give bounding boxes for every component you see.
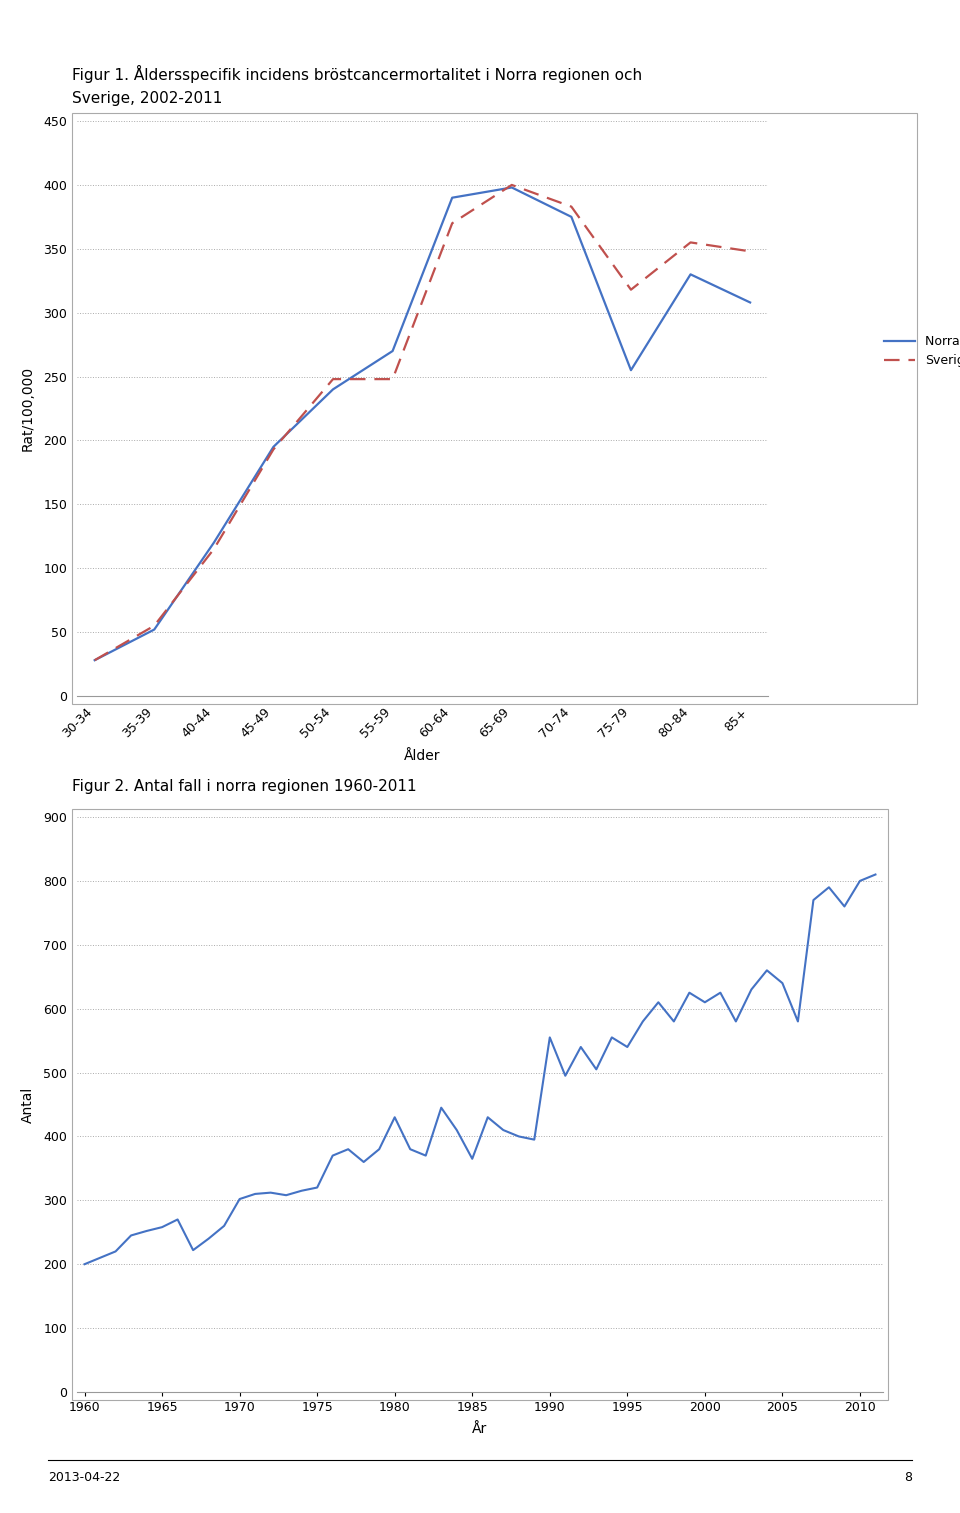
Y-axis label: Antal: Antal xyxy=(21,1086,35,1123)
Text: Figur 2. Antal fall i norra regionen 1960-2011: Figur 2. Antal fall i norra regionen 196… xyxy=(72,779,417,794)
Text: 2013-04-22: 2013-04-22 xyxy=(48,1471,120,1484)
Norra regionen xyxy=(744,294,756,312)
Sverige xyxy=(208,540,220,558)
Sverige xyxy=(625,280,636,298)
Norra regionen xyxy=(387,342,398,360)
Sverige xyxy=(89,651,101,669)
Sverige xyxy=(268,440,279,458)
Sverige xyxy=(565,198,577,216)
Text: Sverige, 2002-2011: Sverige, 2002-2011 xyxy=(72,91,223,106)
Norra regionen xyxy=(149,620,160,638)
Norra regionen xyxy=(89,651,101,669)
X-axis label: Ålder: Ålder xyxy=(404,749,441,763)
Sverige xyxy=(506,176,517,194)
Text: 8: 8 xyxy=(904,1471,912,1484)
Y-axis label: Rat/100,000: Rat/100,000 xyxy=(21,366,35,451)
Norra regionen xyxy=(684,265,696,283)
Sverige xyxy=(327,371,339,389)
Line: Norra regionen: Norra regionen xyxy=(95,188,750,660)
Sverige xyxy=(387,371,398,389)
Legend: Norra regionen, Sverige: Norra regionen, Sverige xyxy=(879,330,960,372)
Norra regionen xyxy=(506,179,517,197)
Line: Sverige: Sverige xyxy=(95,185,750,660)
X-axis label: År: År xyxy=(472,1422,488,1436)
Norra regionen xyxy=(625,362,636,380)
Norra regionen xyxy=(565,207,577,225)
Sverige xyxy=(149,617,160,635)
Norra regionen xyxy=(268,437,279,455)
Sverige xyxy=(446,215,458,233)
Norra regionen xyxy=(327,380,339,398)
Sverige xyxy=(744,242,756,260)
Norra regionen xyxy=(446,189,458,207)
Text: Figur 1. Åldersspecifik incidens bröstcancermortalitet i Norra regionen och: Figur 1. Åldersspecifik incidens bröstca… xyxy=(72,65,642,83)
Sverige xyxy=(684,233,696,251)
Norra regionen xyxy=(208,534,220,552)
